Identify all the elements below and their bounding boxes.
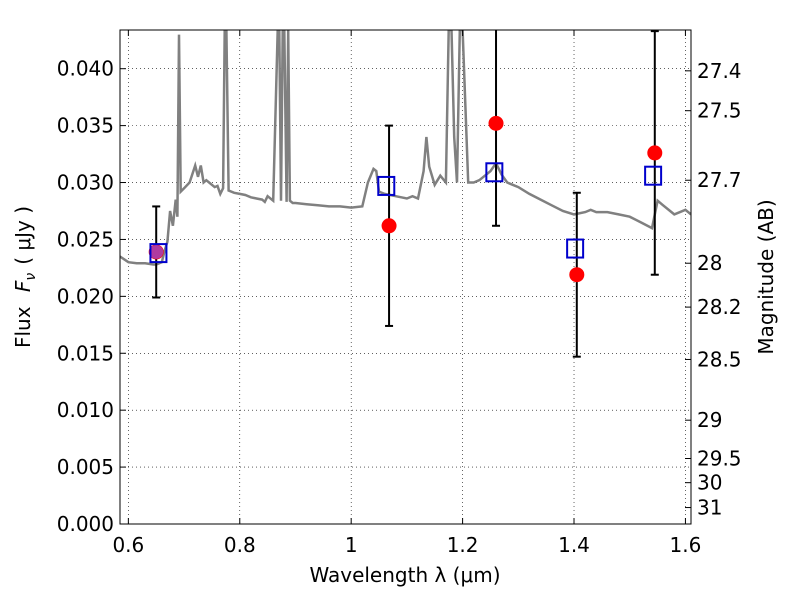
observed-point	[488, 115, 504, 131]
y-axis-label-unit: ( μJy )	[11, 206, 35, 265]
y-axis-label-text: Flux	[11, 306, 35, 348]
y-tick-label: 0.010	[57, 398, 114, 422]
plot-frame	[119, 29, 692, 525]
x-tick-label: 1	[345, 533, 358, 557]
x-axis-ticks: 0.6 0.8 1 1.2 1.4 1.6	[112, 30, 701, 557]
y2-tick-label: 31	[697, 496, 722, 520]
y-tick-label: 0.000	[57, 512, 114, 536]
x-axis-label: Wavelength λ (μm)	[309, 563, 500, 587]
observed-point	[647, 145, 663, 161]
y-tick-label: 0.015	[57, 341, 114, 365]
model-photometry-point	[566, 238, 585, 259]
model-photometry-point	[377, 175, 396, 196]
overlap-point	[149, 244, 164, 259]
y2-tick-label: 27.5	[697, 99, 742, 123]
observed-point	[569, 267, 585, 283]
y2-tick-label: 27.7	[697, 168, 742, 192]
y-tick-label: 0.030	[57, 171, 114, 195]
y-tick-label: 0.025	[57, 227, 114, 251]
y-axis-label-math: F	[11, 280, 35, 292]
y-axis-label: Flux Fν ( μJy )	[11, 206, 39, 348]
x-tick-label: 0.8	[224, 533, 256, 557]
y2-tick-label: 29.5	[697, 446, 742, 470]
model-spectrum-line	[120, 30, 691, 266]
x-tick-label: 1.2	[447, 533, 479, 557]
x-tick-label: 1.6	[670, 533, 702, 557]
y-tick-label: 0.005	[57, 455, 114, 479]
y2-axis-label: Magnitude (AB)	[754, 199, 778, 354]
model-photometry-points	[149, 162, 663, 264]
observed-point	[381, 218, 397, 234]
y-tick-label: 0.035	[57, 114, 114, 138]
y-axis-ticks: 0.000 0.005 0.010 0.015 0.020 0.025 0.030 0.035…	[57, 57, 126, 536]
x-tick-label: 0.6	[112, 533, 144, 557]
y2-tick-label: 30	[697, 471, 722, 495]
y2-tick-label: 28.2	[697, 295, 742, 319]
y-axis-label-math-sub: ν	[23, 273, 39, 281]
y2-tick-label: 27.4	[697, 59, 742, 83]
y2-tick-label: 28	[697, 251, 722, 275]
y-tick-label: 0.040	[57, 57, 114, 81]
model-photometry-point	[644, 165, 663, 186]
x-tick-label: 1.4	[558, 533, 590, 557]
y2-tick-label: 29	[697, 408, 722, 432]
y-tick-label: 0.020	[57, 284, 114, 308]
y2-tick-label: 28.5	[697, 347, 742, 371]
model-photometry-point	[149, 243, 168, 264]
plot-background	[120, 30, 691, 524]
model-photometry-point	[485, 162, 504, 183]
